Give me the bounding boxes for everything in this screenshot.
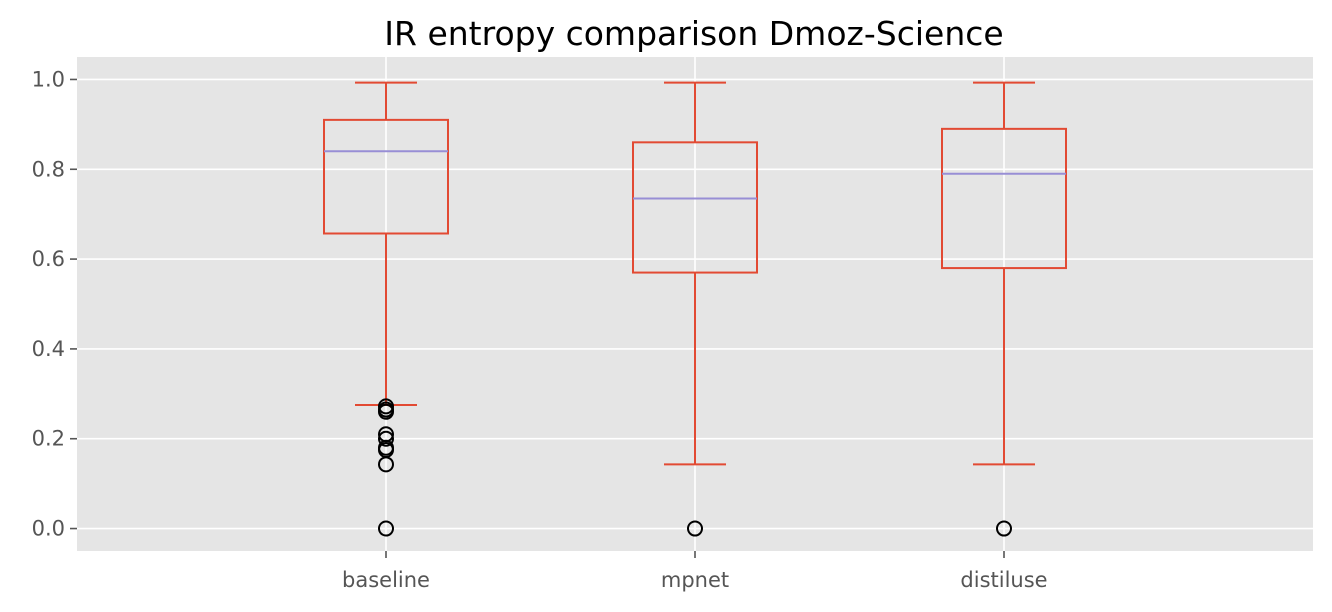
y-tick-label: 0.6 [32, 247, 65, 271]
y-tick-label: 0.2 [32, 427, 65, 451]
box-iqr [632, 141, 758, 274]
outlier-point [378, 520, 394, 537]
y-tick-label: 0.8 [32, 157, 65, 181]
box-mpnet [632, 81, 758, 537]
box-iqr [941, 127, 1067, 270]
chart-title: IR entropy comparison Dmoz-Science [384, 14, 1003, 53]
axes: 0.0 0.2 0.4 0.6 0.8 1.0 baseline mpnet distiluse [32, 67, 1048, 592]
outlier-point [378, 430, 394, 447]
x-tick-label: baseline [342, 568, 430, 592]
y-tick-label: 0.4 [32, 337, 65, 361]
boxes [323, 81, 1067, 537]
x-tick-label: distiluse [960, 568, 1047, 592]
box-iqr [323, 118, 449, 235]
outlier-point [378, 403, 394, 420]
box-baseline [323, 81, 449, 537]
box-distiluse [941, 81, 1067, 537]
outlier-point [996, 520, 1012, 537]
outlier-point [378, 456, 394, 473]
outlier-point [687, 520, 703, 537]
x-tick-label: mpnet [661, 568, 729, 592]
y-tick-label: 0.0 [32, 517, 65, 541]
y-tick-label: 1.0 [32, 67, 65, 91]
